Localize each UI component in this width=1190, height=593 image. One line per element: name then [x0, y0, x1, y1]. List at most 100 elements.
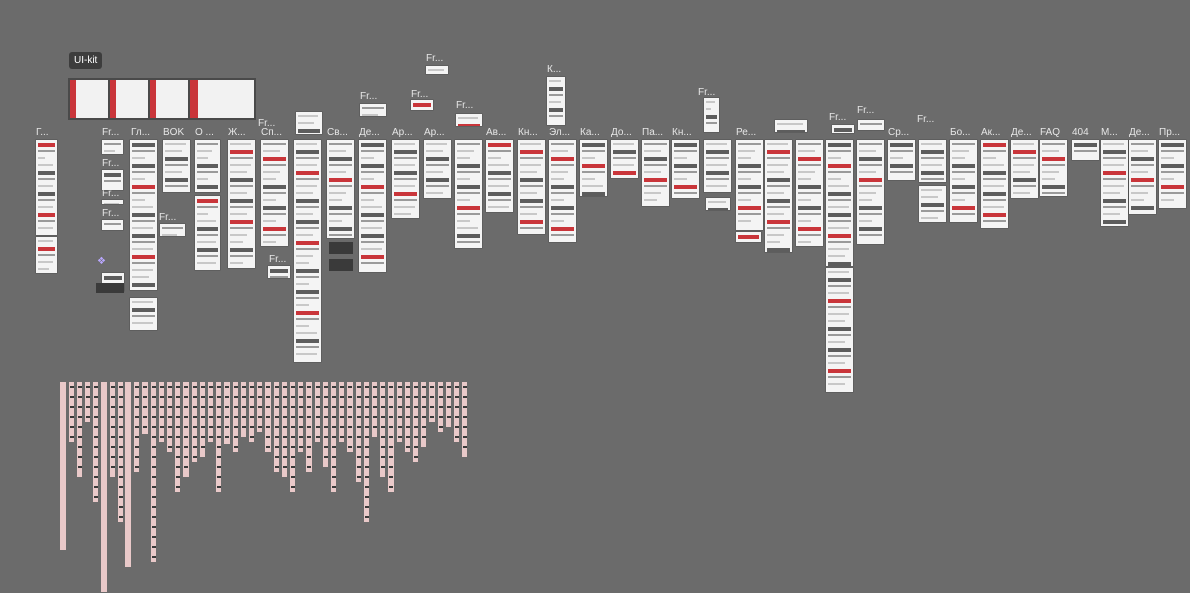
design-frame[interactable] — [736, 140, 763, 230]
design-frame[interactable] — [826, 140, 853, 266]
design-frame[interactable] — [102, 200, 123, 204]
design-frame[interactable] — [547, 77, 565, 125]
design-frame[interactable] — [130, 298, 157, 330]
pink-frame[interactable] — [159, 382, 164, 442]
frame-label[interactable]: Ре... — [736, 127, 757, 138]
design-frame[interactable] — [858, 120, 884, 130]
pink-frame[interactable] — [85, 382, 90, 422]
frame-label[interactable]: Де... — [1011, 127, 1032, 138]
design-frame[interactable] — [130, 140, 157, 290]
dark-frame[interactable] — [329, 242, 353, 254]
frame-label[interactable]: Кн... — [518, 127, 538, 138]
design-frame[interactable] — [163, 140, 190, 192]
design-frame[interactable] — [455, 140, 482, 248]
frame-label[interactable]: Па... — [642, 127, 664, 138]
design-frame[interactable] — [672, 140, 699, 198]
frame-label[interactable]: М... — [1101, 127, 1118, 138]
frame-label[interactable]: Ав... — [486, 127, 507, 138]
pink-frame[interactable] — [241, 382, 246, 437]
pink-frame[interactable] — [60, 382, 65, 550]
design-frame[interactable] — [518, 140, 545, 234]
design-frame[interactable] — [36, 140, 57, 235]
pink-frame[interactable] — [77, 382, 82, 477]
pink-frame[interactable] — [315, 382, 320, 442]
design-frame[interactable] — [857, 140, 884, 244]
frame-label[interactable]: Fr... — [426, 53, 444, 64]
design-frame[interactable] — [456, 114, 482, 126]
dark-frame[interactable] — [329, 259, 353, 271]
uikit-card[interactable] — [190, 80, 254, 118]
frame-label[interactable]: Fr... — [159, 212, 177, 223]
frame-label[interactable]: Ж... — [228, 127, 246, 138]
design-frame[interactable] — [919, 186, 946, 222]
pink-frame[interactable] — [347, 382, 353, 452]
design-frame[interactable] — [981, 140, 1008, 228]
frame-label[interactable]: Гл... — [131, 127, 151, 138]
design-frame[interactable] — [392, 140, 419, 218]
pink-frame[interactable] — [397, 382, 402, 442]
frame-label[interactable]: Де... — [1129, 127, 1150, 138]
frame-label[interactable]: Fr... — [857, 105, 875, 116]
pink-frame[interactable] — [454, 382, 459, 442]
design-frame[interactable] — [832, 125, 854, 133]
frame-label[interactable]: Fr... — [360, 91, 378, 102]
pink-frame[interactable] — [233, 382, 238, 452]
pink-frame[interactable] — [380, 382, 385, 477]
frame-label[interactable]: Ка... — [580, 127, 600, 138]
design-frame[interactable] — [1129, 140, 1156, 214]
frame-label[interactable]: Fr... — [102, 158, 120, 169]
design-frame[interactable] — [1040, 140, 1067, 196]
pink-frame[interactable] — [125, 382, 131, 567]
pink-frame[interactable] — [224, 382, 230, 444]
design-frame[interactable] — [706, 198, 730, 210]
frame-label[interactable]: Св... — [327, 127, 348, 138]
design-frame[interactable] — [411, 100, 433, 110]
pink-frame[interactable] — [110, 382, 115, 477]
frame-label[interactable]: Fr... — [269, 254, 287, 265]
design-frame[interactable] — [294, 140, 321, 362]
pink-frame[interactable] — [306, 382, 312, 472]
pink-frame[interactable] — [290, 382, 295, 492]
design-frame[interactable] — [704, 98, 719, 132]
frame-label[interactable]: Сп... — [261, 127, 282, 138]
frame-label[interactable]: О ... — [195, 127, 214, 138]
pink-frame[interactable] — [331, 382, 336, 492]
pink-frame[interactable] — [257, 382, 262, 432]
uikit-card[interactable] — [70, 80, 108, 118]
pink-frame[interactable] — [274, 382, 279, 472]
pink-frame[interactable] — [208, 382, 213, 442]
design-frame[interactable] — [424, 140, 451, 198]
design-frame[interactable] — [102, 170, 123, 190]
pink-frame[interactable] — [364, 382, 369, 522]
frame-label[interactable]: Ар... — [392, 127, 413, 138]
pink-frame[interactable] — [249, 382, 254, 442]
design-frame[interactable] — [261, 140, 288, 246]
pink-frame[interactable] — [192, 382, 197, 462]
pink-frame[interactable] — [265, 382, 271, 452]
uikit-frame[interactable] — [68, 78, 256, 120]
uikit-badge[interactable]: UI-kit — [69, 52, 103, 69]
frame-label[interactable]: Fr... — [411, 89, 429, 100]
pink-frame[interactable] — [405, 382, 410, 452]
frame-label[interactable]: Ср... — [888, 127, 910, 138]
design-frame[interactable] — [611, 140, 638, 178]
frame-label[interactable]: Fr... — [258, 118, 276, 129]
design-frame[interactable] — [102, 220, 123, 230]
design-frame[interactable] — [919, 140, 946, 182]
frame-label[interactable]: Fr... — [829, 112, 847, 123]
design-frame[interactable] — [736, 232, 761, 242]
design-frame[interactable] — [796, 140, 823, 246]
pink-frame[interactable] — [216, 382, 221, 492]
pink-frame[interactable] — [446, 382, 451, 427]
pink-frame[interactable] — [413, 382, 418, 462]
uikit-card[interactable] — [110, 80, 148, 118]
pink-frame[interactable] — [93, 382, 98, 502]
design-frame[interactable] — [1159, 140, 1186, 208]
design-frame[interactable] — [765, 140, 792, 252]
frame-label[interactable]: Кн... — [672, 127, 692, 138]
design-frame[interactable] — [642, 140, 669, 206]
pink-frame[interactable] — [356, 382, 361, 482]
design-frame[interactable] — [426, 66, 448, 74]
frame-label[interactable]: 404 — [1072, 127, 1089, 138]
pink-frame[interactable] — [142, 382, 148, 434]
